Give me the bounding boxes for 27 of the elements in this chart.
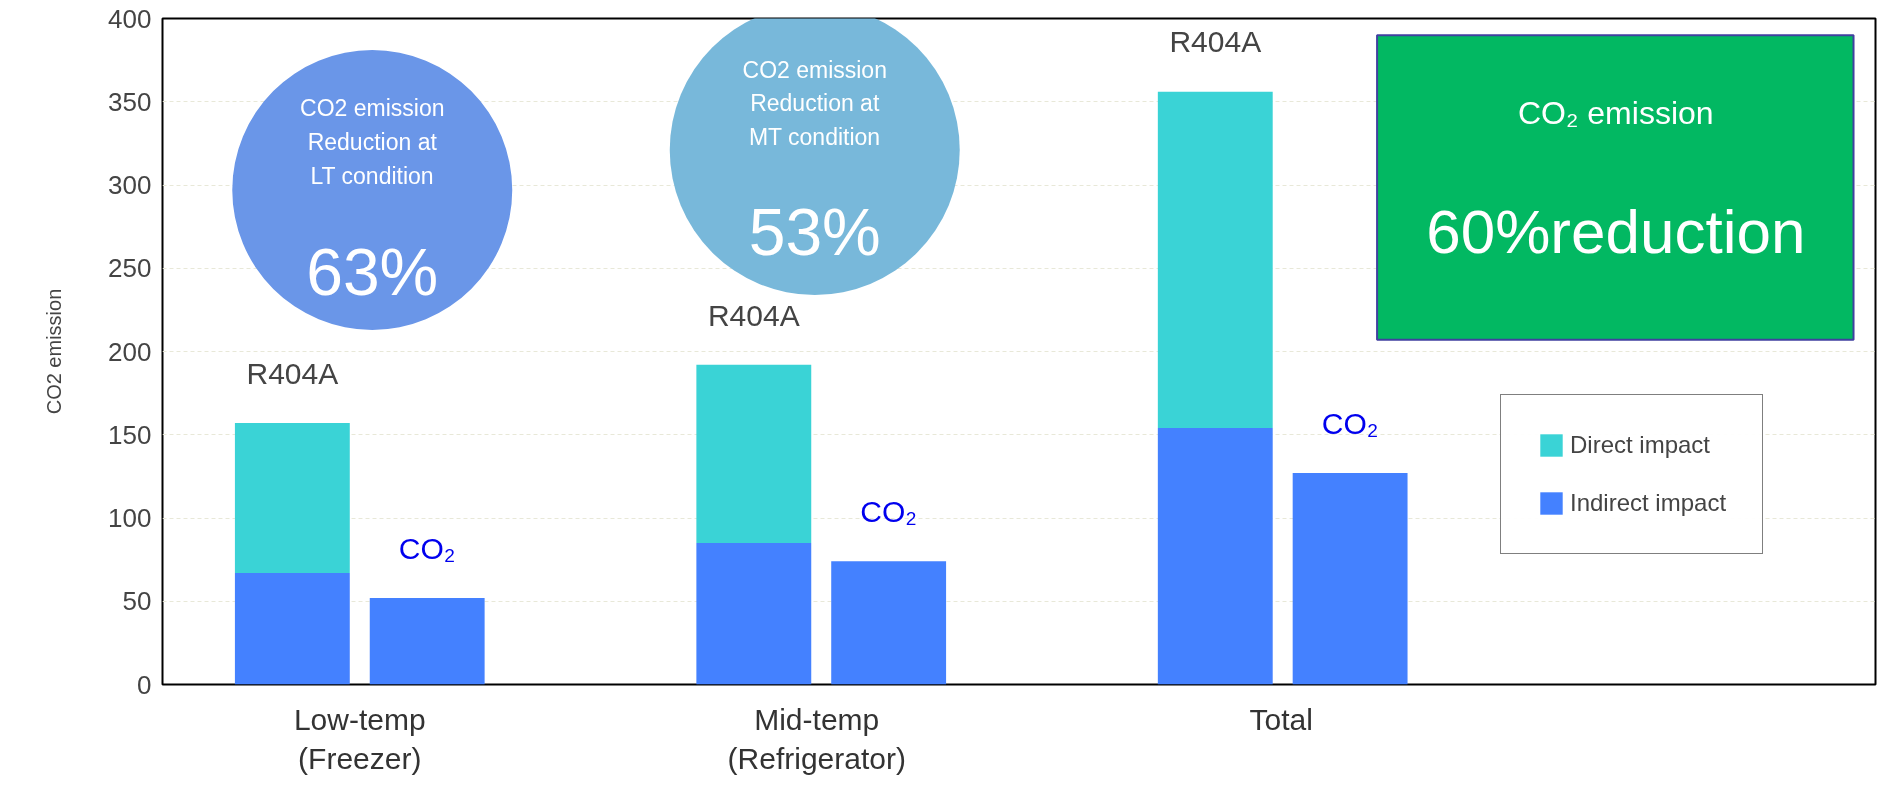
y-tick-label: 250 [108,253,152,284]
text: Total [1249,702,1313,736]
annotation: CO₂ [860,494,917,528]
y-tick-label: 150 [108,419,152,450]
y-tick-label: 200 [108,336,152,367]
annotation: 63% [306,234,439,309]
y-axis-title: CO2 emission [43,288,66,415]
annotation: CO2 emission Reduction at MT condition [742,56,887,151]
annotation: CO₂ [1321,406,1379,440]
annotation: 53% [748,194,881,269]
y-tick-label: 400 [108,3,152,34]
annotation: CO₂ [398,531,456,565]
text: CO₂ emission [1518,95,1714,132]
text: Low-temp (Freezer) [293,702,426,776]
annotation: R404A [707,298,800,332]
legend-label: Direct impact [1570,431,1711,459]
y-tick-label: 350 [108,86,152,117]
y-tick-label: 100 [108,503,152,533]
text: Mid-temp (Refrigerator) [727,702,906,776]
y-tick-label: 50 [122,586,152,617]
legend-label: Indirect impact [1570,489,1727,517]
annotation: CO2 emission Reduction at LT condition [300,94,445,189]
y-tick-label: 300 [108,170,152,200]
annotation: R404A [246,356,339,390]
y-tick-label: 0 [137,669,152,700]
annotation: 60%reduction [1426,197,1806,267]
annotation: R404A [1169,25,1262,59]
